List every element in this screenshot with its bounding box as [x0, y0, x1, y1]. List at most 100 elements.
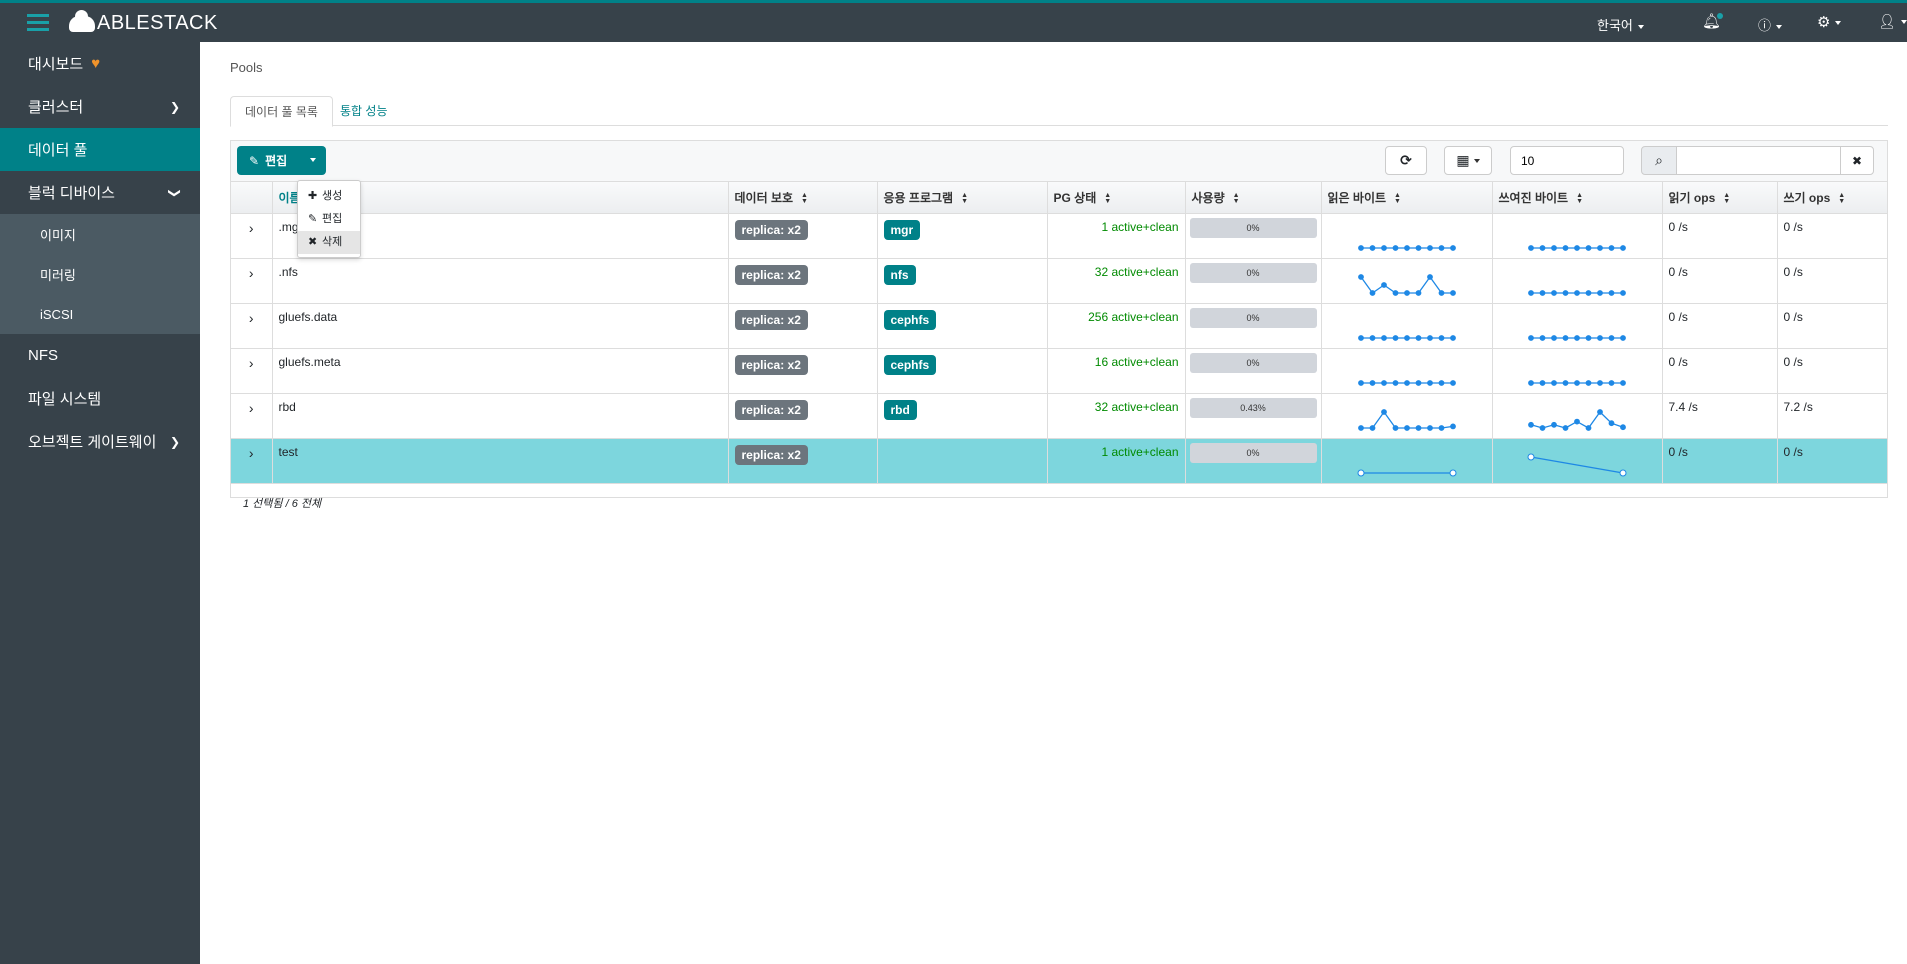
sparkline-point	[1392, 424, 1398, 431]
application: cephfs	[877, 303, 1048, 349]
menu-item[interactable]: ✚ 생성	[298, 185, 360, 208]
expand-toggle[interactable]: ›	[231, 438, 273, 484]
expand-toggle[interactable]: ›	[231, 258, 273, 304]
tab-pool-list[interactable]: 데이터 풀 목록	[230, 96, 333, 127]
sparkline-point	[1608, 419, 1615, 426]
chevron-down-icon: ❯	[167, 187, 182, 198]
table-row[interactable]: › rbd replica: x2 rbd 32 active+clean 0.43% 7.…	[231, 393, 1888, 439]
bell-icon[interactable]: 🔔︎	[1702, 13, 1724, 30]
clear-search-button[interactable]: ✖	[1840, 146, 1874, 175]
usage-bar: 0%	[1189, 217, 1317, 238]
menu-item[interactable]: ✎ 편집	[298, 208, 360, 231]
page-size-input[interactable]	[1510, 146, 1624, 175]
protection-badge: replica: x2	[734, 354, 808, 375]
logo[interactable]: ABLESTACK	[69, 9, 218, 35]
write-bytes	[1492, 348, 1663, 394]
table-row[interactable]: › gluefs.data replica: x2 cephfs 256 active+…	[231, 303, 1888, 349]
menu-item-label: 생성	[322, 190, 343, 202]
sparkline-point	[1415, 289, 1421, 296]
sparkline-point	[1574, 289, 1580, 296]
sidebar-item[interactable]: 미러링	[0, 254, 200, 294]
sparkline	[1528, 334, 1626, 341]
sparkline-point	[1357, 334, 1364, 341]
write-ops: 0 /s	[1777, 348, 1888, 394]
write-ops: 0 /s	[1777, 258, 1888, 304]
sidebar-item[interactable]: 데이터 풀	[0, 128, 200, 171]
menu-icon[interactable]	[27, 14, 49, 31]
data-protection: replica: x2	[728, 303, 878, 349]
gear-icon[interactable]: ⚙	[1817, 13, 1841, 31]
search-input[interactable]	[1676, 146, 1841, 175]
read-bytes	[1321, 213, 1493, 259]
caret-down-icon[interactable]	[310, 158, 316, 162]
sidebar-item[interactable]: 블럭 디바이스 ❯	[0, 171, 200, 214]
sparkline-point	[1551, 379, 1557, 386]
sparkline-point	[1574, 418, 1580, 425]
sparkline-point	[1539, 244, 1546, 251]
column-header[interactable]: 사용량 ▲▼	[1185, 182, 1322, 214]
sidebar-item[interactable]: 이미지	[0, 214, 200, 254]
sparkline-point	[1426, 273, 1433, 280]
heartbeat-icon: ♥	[91, 55, 101, 72]
help-icon[interactable]: ⓘ	[1758, 15, 1782, 34]
sparkline-point	[1357, 244, 1364, 251]
columns-button[interactable]: ▦	[1444, 146, 1492, 175]
sparkline	[1357, 334, 1456, 341]
sort-icon: ▲▼	[961, 191, 969, 205]
sparkline-point	[1403, 289, 1410, 296]
table-row[interactable]: › .mgr replica: x2 mgr 1 active+clean 0% 0 /s 0…	[231, 213, 1888, 259]
table-row[interactable]: › .nfs replica: x2 nfs 32 active+clean 0% 0 /s…	[231, 258, 1888, 304]
column-header[interactable]: 읽기 ops ▲▼	[1662, 182, 1778, 214]
protection-badge: replica: x2	[734, 264, 808, 285]
application: rbd	[877, 393, 1048, 439]
column-header[interactable]: 쓰여진 바이트 ▲▼	[1492, 182, 1663, 214]
sparkline-point	[1597, 289, 1603, 296]
usage: 0%	[1185, 258, 1322, 304]
language-dropdown[interactable]: 한국어	[1597, 15, 1644, 34]
sidebar-item[interactable]: NFS	[0, 334, 200, 377]
edit-button[interactable]: ✎ 편집	[237, 146, 326, 175]
read-ops: 0 /s	[1662, 438, 1778, 484]
sparkline-point	[1438, 289, 1444, 296]
sidebar-item[interactable]: iSCSI	[0, 294, 200, 334]
sparkline-point	[1585, 289, 1592, 296]
table-row[interactable]: › gluefs.meta replica: x2 cephfs 16 active+c…	[231, 348, 1888, 394]
chevron-right-icon: ❯	[169, 434, 180, 449]
sparkline-point	[1369, 424, 1375, 431]
sidebar-item[interactable]: 클러스터 ❯	[0, 85, 200, 128]
sparkline-point	[1369, 379, 1375, 386]
expand-toggle[interactable]: ›	[231, 393, 273, 439]
expand-toggle[interactable]: ›	[231, 348, 273, 394]
menu-item[interactable]: ✖ 삭제	[298, 231, 360, 254]
refresh-button[interactable]: ⟳	[1385, 146, 1427, 175]
usage: 0%	[1185, 348, 1322, 394]
data-protection: replica: x2	[728, 348, 878, 394]
sidebar-item[interactable]: 파일 시스템	[0, 377, 200, 420]
column-header[interactable]: PG 상태 ▲▼	[1047, 182, 1186, 214]
write-bytes	[1492, 213, 1663, 259]
column-label: 데이터 보호	[734, 190, 794, 205]
sidebar-item-label: 블럭 디바이스	[28, 185, 115, 202]
breadcrumb: Pools	[230, 60, 263, 75]
sparkline-point	[1369, 334, 1375, 341]
tab-performance[interactable]: 통합 성능	[340, 104, 388, 118]
sidebar-item[interactable]: 오브젝트 게이트웨이 ❯	[0, 420, 200, 463]
sparkline-point	[1438, 379, 1444, 386]
table-row[interactable]: › test replica: x2 1 active+clean 0% 0 /s 0 /s	[231, 438, 1888, 484]
pg-status: 1 active+clean	[1047, 438, 1186, 484]
column-header[interactable]: 응용 프로그램 ▲▼	[877, 182, 1048, 214]
menu-item-label: 편집	[322, 213, 343, 225]
column-header[interactable]: 읽은 바이트 ▲▼	[1321, 182, 1493, 214]
expand-toggle[interactable]: ›	[231, 213, 273, 259]
sparkline-point	[1426, 379, 1433, 386]
user-icon[interactable]: 👤︎	[1878, 13, 1907, 30]
application-badge: cephfs	[883, 354, 937, 375]
expand-toggle[interactable]: ›	[231, 303, 273, 349]
sparkline-point	[1619, 469, 1627, 476]
column-header[interactable]: 데이터 보호 ▲▼	[728, 182, 878, 214]
sidebar-item[interactable]: 대시보드 ♥	[0, 42, 200, 85]
sparkline-point	[1620, 244, 1626, 251]
column-header[interactable]: 쓰기 ops ▲▼	[1777, 182, 1888, 214]
sparkline-point	[1403, 244, 1410, 251]
application	[877, 438, 1048, 484]
